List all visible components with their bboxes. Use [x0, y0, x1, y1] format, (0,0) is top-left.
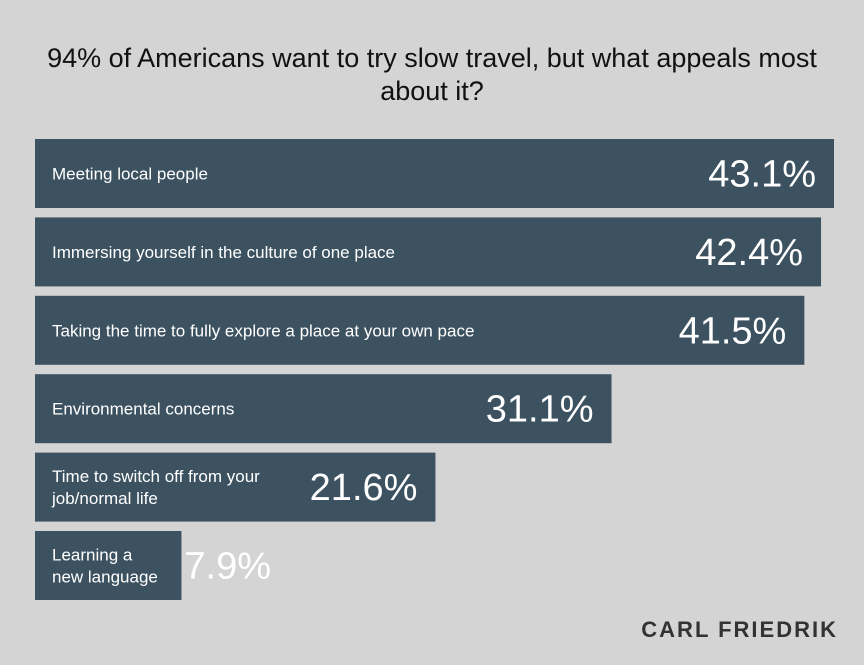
bar-label: Meeting local people: [52, 165, 208, 184]
bar: [35, 295, 805, 365]
bar-value-label: 43.1%: [708, 154, 816, 196]
bar: [35, 217, 822, 287]
brand-logo: CARL FRIEDRIK: [641, 617, 838, 642]
chart-title: 94% of Americans want to try slow travel…: [47, 43, 817, 106]
bar-value-label: 41.5%: [679, 310, 787, 352]
bar-label: Immersing yourself in the culture of one…: [52, 243, 395, 262]
bar-value-label: 42.4%: [695, 232, 803, 274]
bar: [35, 452, 436, 522]
bar: [35, 374, 612, 444]
bar-label: Environmental concerns: [52, 400, 234, 419]
bar-value-label: 7.9%: [184, 546, 271, 588]
bar-label: Taking the time to fully explore a place…: [52, 321, 474, 340]
bar: [35, 139, 834, 208]
bar-label: Time to switch off from your job/normal l…: [51, 467, 260, 508]
bar-value-label: 31.1%: [486, 389, 594, 431]
bar-value-label: 21.6%: [310, 467, 418, 509]
bar: [35, 531, 182, 600]
bar-label: Learning a new language: [52, 546, 158, 587]
